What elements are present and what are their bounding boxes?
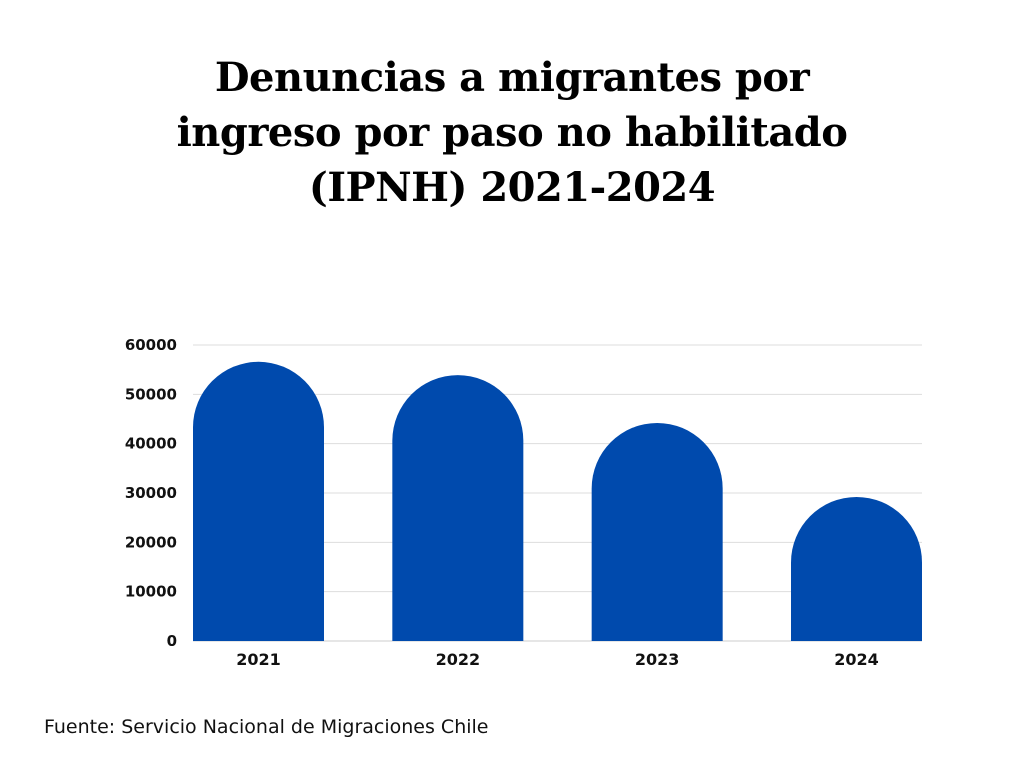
- x-axis-ticks: 2021 2022 2023 2024: [236, 650, 879, 669]
- y-tick-label: 60000: [125, 336, 177, 354]
- chart-title-line-1: Denuncias a migrantes por: [214, 54, 810, 101]
- y-tick-label: 0: [167, 632, 177, 650]
- chart-title-line-3: (IPNH) 2021-2024: [308, 164, 716, 211]
- y-tick-label: 10000: [125, 583, 177, 601]
- bar-2024: [791, 496, 922, 641]
- bars: [193, 361, 922, 641]
- y-tick-label: 50000: [125, 385, 177, 403]
- y-tick-label: 20000: [125, 533, 177, 551]
- x-tick-label: 2022: [436, 650, 481, 669]
- x-tick-label: 2021: [236, 650, 281, 669]
- y-tick-label: 30000: [125, 484, 177, 502]
- bar-2022: [392, 375, 524, 641]
- chart-title-line-2: ingreso por paso no habilitado: [176, 109, 848, 156]
- x-tick-label: 2024: [834, 650, 879, 669]
- y-axis-ticks: 0 10000 20000 30000 40000 50000 60000: [125, 336, 177, 650]
- y-tick-label: 40000: [125, 435, 177, 453]
- source-note: Fuente: Servicio Nacional de Migraciones…: [44, 716, 489, 738]
- bar-2023: [591, 422, 723, 641]
- chart-title: Denuncias a migrantes por ingreso por pa…: [0, 50, 1024, 215]
- x-tick-label: 2023: [635, 650, 680, 669]
- bar-2021: [193, 361, 324, 641]
